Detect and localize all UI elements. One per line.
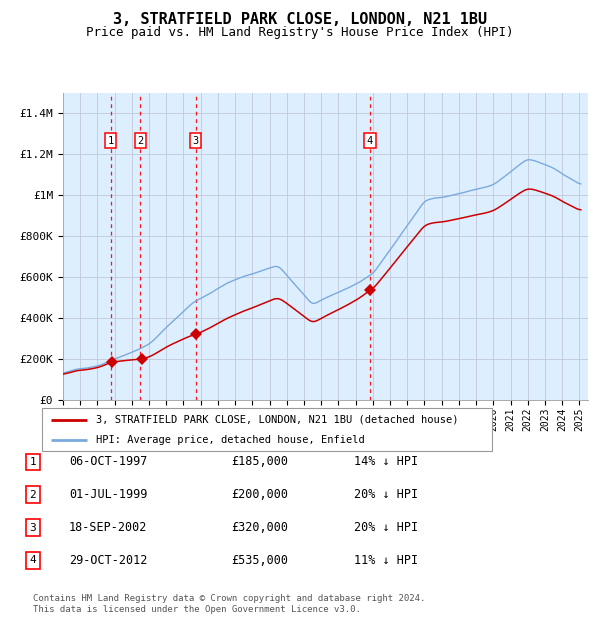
- Text: 4: 4: [367, 136, 373, 146]
- Text: 29-OCT-2012: 29-OCT-2012: [69, 554, 148, 567]
- Text: Contains HM Land Registry data © Crown copyright and database right 2024.
This d: Contains HM Land Registry data © Crown c…: [33, 595, 425, 614]
- Text: Price paid vs. HM Land Registry's House Price Index (HPI): Price paid vs. HM Land Registry's House …: [86, 26, 514, 39]
- Text: 3, STRATFIELD PARK CLOSE, LONDON, N21 1BU (detached house): 3, STRATFIELD PARK CLOSE, LONDON, N21 1B…: [96, 415, 458, 425]
- Text: 3, STRATFIELD PARK CLOSE, LONDON, N21 1BU: 3, STRATFIELD PARK CLOSE, LONDON, N21 1B…: [113, 12, 487, 27]
- FancyBboxPatch shape: [42, 408, 492, 451]
- Text: 3: 3: [29, 523, 37, 533]
- Text: £320,000: £320,000: [231, 521, 288, 534]
- Text: 2: 2: [137, 136, 143, 146]
- Text: 01-JUL-1999: 01-JUL-1999: [69, 489, 148, 501]
- Text: 1: 1: [29, 457, 37, 467]
- Text: 2: 2: [29, 490, 37, 500]
- Text: HPI: Average price, detached house, Enfield: HPI: Average price, detached house, Enfi…: [96, 435, 365, 445]
- Text: 11% ↓ HPI: 11% ↓ HPI: [354, 554, 418, 567]
- Text: 06-OCT-1997: 06-OCT-1997: [69, 456, 148, 468]
- Text: 18-SEP-2002: 18-SEP-2002: [69, 521, 148, 534]
- Text: 4: 4: [29, 556, 37, 565]
- Text: 14% ↓ HPI: 14% ↓ HPI: [354, 456, 418, 468]
- Text: 3: 3: [193, 136, 199, 146]
- Text: 1: 1: [107, 136, 114, 146]
- Text: £535,000: £535,000: [231, 554, 288, 567]
- Text: 20% ↓ HPI: 20% ↓ HPI: [354, 489, 418, 501]
- Text: £200,000: £200,000: [231, 489, 288, 501]
- Text: 20% ↓ HPI: 20% ↓ HPI: [354, 521, 418, 534]
- Text: £185,000: £185,000: [231, 456, 288, 468]
